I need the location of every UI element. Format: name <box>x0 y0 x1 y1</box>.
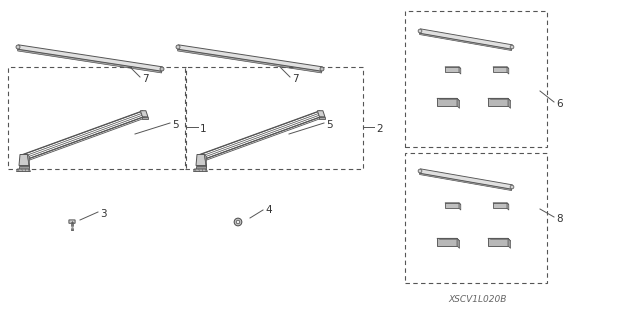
Polygon shape <box>196 154 206 166</box>
Bar <box>71 229 73 230</box>
Polygon shape <box>17 169 31 172</box>
Polygon shape <box>508 238 511 249</box>
Circle shape <box>320 67 324 71</box>
Bar <box>405 153 547 283</box>
Polygon shape <box>205 154 207 167</box>
Polygon shape <box>193 169 207 172</box>
Polygon shape <box>488 98 508 106</box>
Circle shape <box>418 29 422 33</box>
Polygon shape <box>459 67 461 74</box>
Bar <box>71 224 73 225</box>
Polygon shape <box>445 203 461 204</box>
Polygon shape <box>28 154 29 167</box>
Polygon shape <box>319 117 325 119</box>
Polygon shape <box>420 33 511 51</box>
Polygon shape <box>493 203 507 208</box>
Polygon shape <box>445 67 461 69</box>
Polygon shape <box>493 67 507 72</box>
Polygon shape <box>459 203 461 210</box>
Text: 1: 1 <box>200 124 207 134</box>
Bar <box>71 223 73 224</box>
Polygon shape <box>420 173 511 190</box>
Text: 4: 4 <box>265 205 271 215</box>
Polygon shape <box>19 154 29 166</box>
Circle shape <box>236 220 240 224</box>
Polygon shape <box>488 238 508 246</box>
Polygon shape <box>445 203 459 208</box>
Bar <box>185 67 363 169</box>
Polygon shape <box>140 111 148 117</box>
Text: 5: 5 <box>326 120 333 130</box>
Text: XSCV1L020B: XSCV1L020B <box>449 294 507 303</box>
Polygon shape <box>493 203 509 204</box>
Polygon shape <box>488 238 511 241</box>
Polygon shape <box>493 67 509 69</box>
Circle shape <box>510 45 514 49</box>
Text: 6: 6 <box>556 99 563 109</box>
Circle shape <box>418 169 422 173</box>
Text: 7: 7 <box>292 74 299 84</box>
Bar <box>405 11 547 147</box>
Polygon shape <box>457 238 460 249</box>
Circle shape <box>176 45 180 49</box>
Polygon shape <box>317 111 325 117</box>
Polygon shape <box>178 49 322 73</box>
Text: 8: 8 <box>556 214 563 224</box>
Polygon shape <box>488 98 511 101</box>
Polygon shape <box>437 238 457 246</box>
Text: 7: 7 <box>142 74 148 84</box>
Circle shape <box>16 45 20 49</box>
Polygon shape <box>507 67 509 74</box>
Polygon shape <box>196 166 206 169</box>
Polygon shape <box>507 203 509 210</box>
Polygon shape <box>18 49 162 73</box>
Polygon shape <box>178 45 323 71</box>
Text: 5: 5 <box>172 120 179 130</box>
Polygon shape <box>457 98 460 108</box>
Circle shape <box>510 185 514 189</box>
Polygon shape <box>420 29 513 49</box>
Polygon shape <box>437 238 460 241</box>
Bar <box>71 226 73 227</box>
Bar <box>8 67 186 169</box>
Polygon shape <box>19 166 29 169</box>
Polygon shape <box>445 67 459 72</box>
FancyBboxPatch shape <box>69 220 75 223</box>
Text: 3: 3 <box>100 209 107 219</box>
Text: 2: 2 <box>376 124 383 134</box>
Polygon shape <box>437 98 457 106</box>
Circle shape <box>234 218 242 226</box>
Polygon shape <box>420 169 513 189</box>
Bar <box>71 228 73 229</box>
Polygon shape <box>508 98 511 108</box>
Polygon shape <box>143 117 148 119</box>
Circle shape <box>160 67 164 71</box>
Polygon shape <box>18 45 163 71</box>
Polygon shape <box>437 98 460 101</box>
